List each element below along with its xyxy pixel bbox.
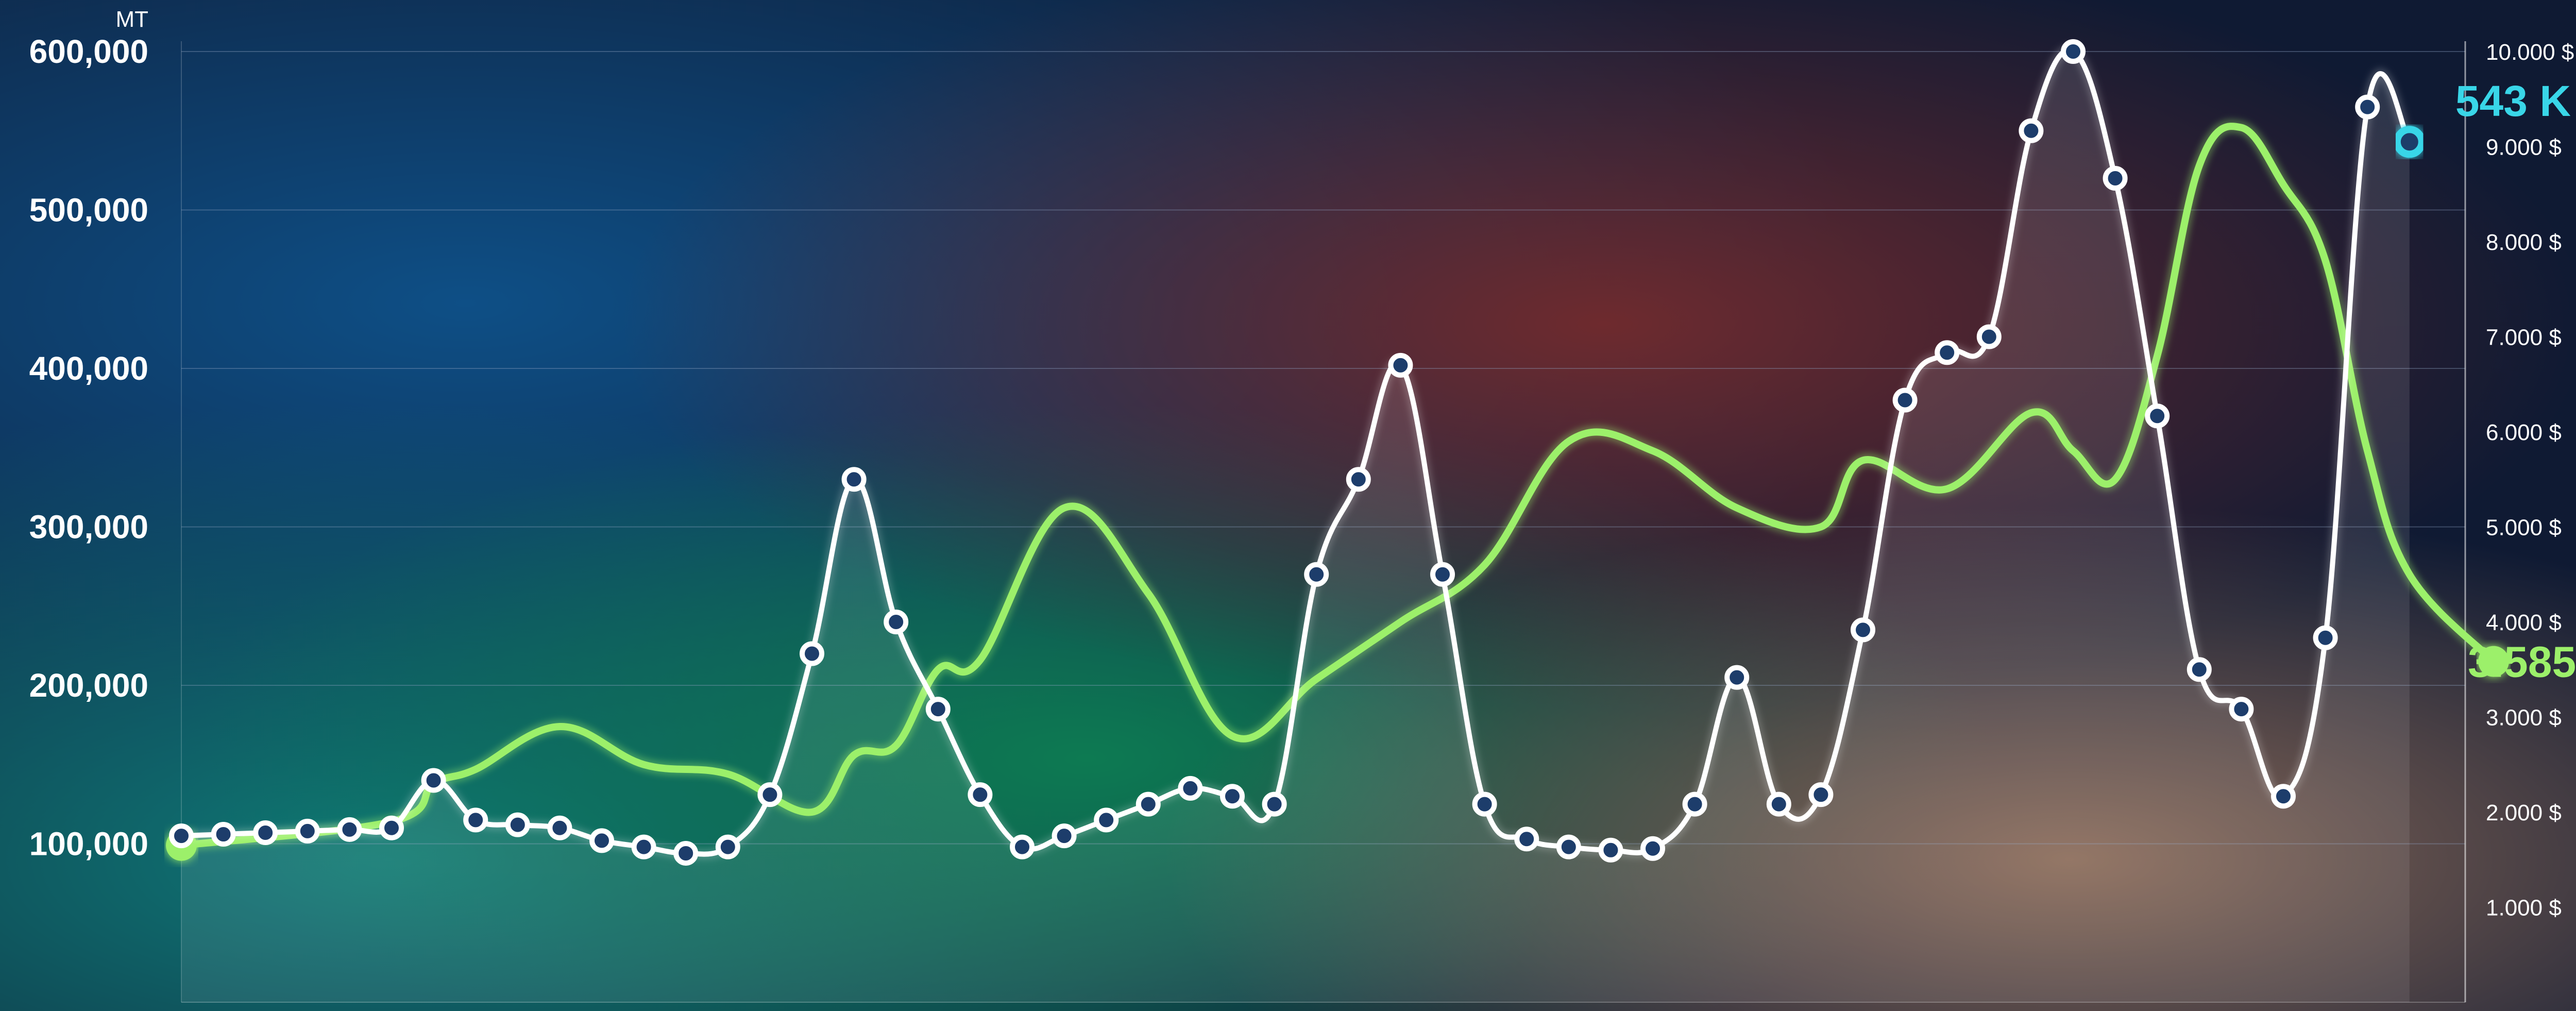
white-series-point-50 <box>2271 784 2296 809</box>
white-series-point-19 <box>968 782 993 807</box>
left-axis-tick-label: 300,000 <box>29 509 148 546</box>
white-series-point-15 <box>800 641 824 666</box>
white-series-point-51 <box>2313 625 2338 650</box>
white-series-point-49 <box>2229 697 2254 722</box>
white-series-point-35 <box>1640 836 1665 861</box>
white-series-point-27 <box>1304 562 1329 587</box>
white-series-point-17 <box>884 610 909 634</box>
white-series-point-5 <box>379 815 404 840</box>
white-series-point-39 <box>1808 782 1834 807</box>
white-series-point-11 <box>631 834 656 860</box>
left-axis-tick-label: 600,000 <box>29 33 148 70</box>
right-axis-tick-label: 5.000 $ <box>2486 515 2562 541</box>
right-axis-tick-label: 2.000 $ <box>2486 800 2562 825</box>
white-series-point-4 <box>337 817 362 842</box>
white-series <box>169 39 2426 866</box>
right-axis-tick-label: 8.000 $ <box>2486 230 2562 255</box>
white-series-point-41 <box>1892 387 1918 413</box>
white-series-point-43 <box>1976 324 2002 349</box>
white-series-point-6 <box>421 768 446 793</box>
white-series-point-24 <box>1178 776 1203 801</box>
white-series-point-47 <box>2145 403 2170 429</box>
white-series-point-23 <box>1136 791 1161 817</box>
left-axis-unit-label: MT <box>115 7 148 32</box>
white-series-point-3 <box>295 818 320 844</box>
white-series-point-28 <box>1346 467 1371 492</box>
white-series-point-0 <box>169 823 194 849</box>
green-series-line <box>178 123 2497 849</box>
white-series-point-22 <box>1094 807 1119 833</box>
white-series-end-point <box>2393 126 2426 158</box>
right-axis-tick-label: 6.000 $ <box>2486 420 2562 445</box>
white-series-point-46 <box>2103 166 2128 191</box>
left-axis-tick-label: 400,000 <box>29 350 148 387</box>
white-series-area <box>181 50 2410 1003</box>
right-axis-tick-label: 4.000 $ <box>2486 610 2562 635</box>
white-series-point-25 <box>1220 784 1245 809</box>
left-axis-tick-label: 100,000 <box>29 825 148 863</box>
white-series-point-48 <box>2187 657 2212 682</box>
white-series-point-52 <box>2355 94 2380 120</box>
axis-labels: 100,000 200,000 300,000 400,000 500,000 600,0… <box>29 7 2576 921</box>
white-series-point-13 <box>715 834 740 860</box>
white-series-point-8 <box>505 812 530 837</box>
green-series-end-label: 3.585 $ <box>2468 638 2576 686</box>
white-series-point-30 <box>1430 562 1455 587</box>
white-series-point-14 <box>757 782 783 807</box>
white-series-point-2 <box>253 820 278 845</box>
white-series-point-31 <box>1472 791 1497 817</box>
right-axis-tick-label: 9.000 $ <box>2486 135 2562 160</box>
white-series-point-37 <box>1724 665 1750 690</box>
white-series-point-26 <box>1262 791 1287 817</box>
left-axis-tick-label: 200,000 <box>29 667 148 704</box>
white-series-point-32 <box>1514 827 1539 852</box>
white-series-point-7 <box>463 807 488 833</box>
green-series-end-point <box>2478 646 2509 677</box>
white-series-point-10 <box>589 828 614 853</box>
white-series-point-33 <box>1556 834 1581 860</box>
white-series-end-label: 543 K <box>2455 77 2571 125</box>
white-series-area-fill <box>181 50 2410 1003</box>
white-series-point-45 <box>2061 39 2086 64</box>
white-series-point-36 <box>1682 791 1707 817</box>
white-series-point-21 <box>1052 823 1077 849</box>
white-series-point-18 <box>925 697 951 722</box>
right-axis-tick-label: 10.000 $ <box>2486 40 2574 65</box>
white-series-point-12 <box>673 840 699 866</box>
white-series-point-9 <box>547 815 572 840</box>
white-series-point-29 <box>1388 352 1413 378</box>
white-series-point-44 <box>2019 118 2044 143</box>
white-series-point-34 <box>1598 837 1623 863</box>
white-series-point-20 <box>1010 834 1035 860</box>
white-series-point-38 <box>1766 791 1791 817</box>
right-axis-tick-label: 3.000 $ <box>2486 705 2562 731</box>
white-series-point-1 <box>211 822 236 847</box>
right-axis-tick-label: 7.000 $ <box>2486 325 2562 350</box>
white-series-point-42 <box>1935 340 1960 365</box>
white-series-point-16 <box>841 467 867 492</box>
right-axis-tick-label: 1.000 $ <box>2486 896 2562 921</box>
white-series-point-40 <box>1851 617 1875 643</box>
left-axis-tick-label: 500,000 <box>29 192 148 229</box>
